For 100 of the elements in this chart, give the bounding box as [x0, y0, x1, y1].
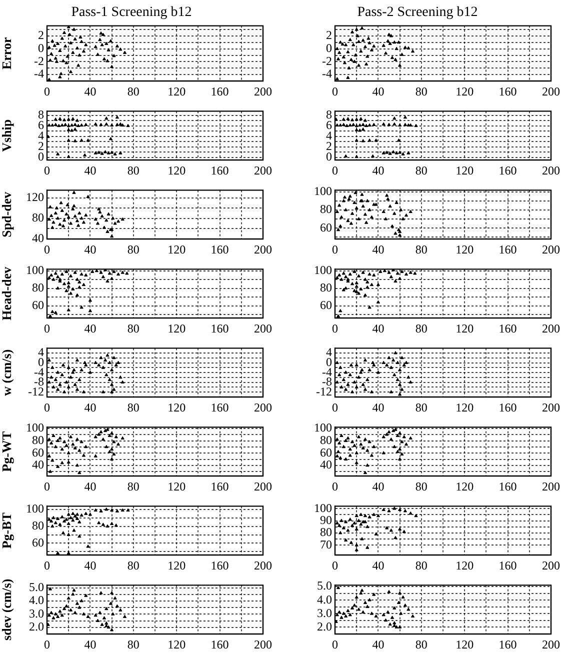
- x-tick-label: 40: [84, 400, 96, 414]
- x-tick-label: 120: [168, 163, 186, 178]
- x-tick-label: 200: [254, 321, 272, 336]
- x-tick-label: 80: [127, 637, 140, 652]
- y-tick-label: 3.0: [317, 606, 332, 620]
- y-tick-label: 5.0: [317, 578, 332, 593]
- x-tick-label: 80: [415, 321, 428, 336]
- x-tick-label: 40: [372, 479, 384, 494]
- y-tick-label: 100: [26, 502, 44, 516]
- y-tick-label: 60: [32, 445, 44, 460]
- y-tick-label: 80: [320, 432, 332, 447]
- x-tick-label: 160: [210, 84, 229, 98]
- x-tick-label: 80: [415, 242, 428, 256]
- x-tick-label: 160: [210, 558, 229, 572]
- x-tick-label: 40: [84, 479, 96, 494]
- x-tick-label: 80: [127, 163, 140, 178]
- chart-title: Pass-2 Screening b12: [357, 5, 478, 20]
- x-tick-label: 80: [127, 479, 140, 494]
- y-axis-title: Error: [0, 37, 14, 70]
- y-tick-label: 2: [326, 28, 332, 42]
- x-tick-label: 160: [498, 558, 517, 572]
- y-tick-label: 0: [38, 41, 44, 56]
- y-axis-title: Spd-dev: [0, 191, 14, 238]
- x-tick-label: 120: [168, 321, 186, 336]
- x-tick-label: 200: [254, 558, 272, 572]
- x-tick-label: 200: [542, 84, 560, 98]
- x-tick-label: 120: [168, 400, 186, 414]
- x-tick-label: 200: [542, 637, 560, 652]
- x-tick-label: 160: [210, 479, 229, 494]
- y-tick-label: 80: [32, 432, 44, 447]
- x-tick-label: 200: [254, 242, 272, 256]
- y-tick-label: 5.0: [29, 580, 44, 594]
- y-tick-label: 80: [32, 280, 44, 295]
- x-tick-label: 200: [254, 400, 272, 414]
- y-axis-title: sdev (cm/s): [0, 578, 14, 640]
- y-tick-label: 100: [314, 500, 332, 515]
- x-tick-label: 120: [456, 637, 474, 652]
- y-axis-title: Vship: [0, 119, 14, 152]
- x-tick-label: 40: [372, 321, 384, 336]
- x-tick-label: 200: [254, 84, 272, 98]
- x-tick-label: 160: [210, 400, 229, 414]
- x-tick-label: 160: [498, 84, 517, 98]
- y-tick-label: 120: [26, 190, 44, 204]
- y-tick-label: -4: [34, 66, 44, 81]
- y-axis-title: Pg-BT: [0, 512, 14, 549]
- x-tick-label: 120: [456, 84, 474, 98]
- x-tick-label: 80: [127, 400, 140, 414]
- x-tick-label: 40: [84, 321, 96, 336]
- y-tick-label: 80: [32, 210, 44, 225]
- y-axis-title: Head-dev: [0, 266, 14, 320]
- x-tick-label: 40: [372, 163, 384, 178]
- y-tick-label: 60: [32, 535, 44, 550]
- x-tick-label: 40: [372, 558, 384, 572]
- x-tick-label: 120: [456, 558, 474, 572]
- x-tick-label: 120: [168, 242, 186, 256]
- y-tick-label: 3.0: [29, 606, 44, 620]
- y-tick-label: 0: [326, 41, 332, 56]
- y-tick-label: 40: [320, 458, 332, 472]
- x-tick-label: 120: [456, 321, 474, 336]
- y-tick-label: 40: [32, 458, 44, 472]
- y-tick-label: 80: [320, 202, 332, 216]
- x-tick-label: 40: [372, 242, 384, 256]
- x-tick-label: 120: [168, 479, 186, 494]
- y-tick-label: 80: [32, 518, 44, 533]
- y-tick-label: -2: [34, 54, 44, 68]
- y-tick-label: 90: [320, 512, 332, 527]
- x-tick-label: 200: [542, 242, 560, 256]
- x-tick-label: 120: [456, 400, 474, 414]
- y-tick-label: -4: [322, 66, 332, 81]
- x-tick-label: 120: [168, 84, 186, 98]
- x-tick-label: 160: [498, 479, 517, 494]
- x-tick-label: 40: [372, 637, 384, 652]
- x-tick-label: 80: [415, 558, 428, 572]
- y-tick-label: 2.0: [317, 619, 332, 634]
- x-tick-label: 200: [254, 637, 272, 652]
- x-tick-label: 80: [127, 84, 140, 98]
- y-tick-label: 100: [314, 184, 332, 198]
- x-tick-label: 80: [415, 163, 428, 178]
- x-tick-label: 40: [84, 242, 96, 256]
- x-tick-label: 160: [210, 637, 229, 652]
- x-tick-label: 160: [498, 163, 517, 178]
- y-tick-label: 80: [320, 525, 332, 540]
- x-tick-label: 160: [498, 637, 517, 652]
- x-tick-label: 120: [168, 558, 186, 572]
- x-tick-label: 120: [456, 242, 474, 256]
- x-tick-label: 40: [84, 163, 96, 178]
- x-tick-label: 200: [542, 163, 560, 178]
- x-tick-label: 200: [542, 558, 560, 572]
- x-tick-label: 120: [456, 163, 474, 178]
- y-tick-label: 40: [32, 231, 44, 246]
- chart-title: Pass-1 Screening b12: [71, 5, 192, 20]
- y-tick-label: 4.0: [317, 592, 332, 606]
- y-tick-label: 70: [320, 537, 332, 552]
- x-tick-label: 160: [210, 321, 229, 336]
- x-tick-label: 80: [415, 479, 428, 494]
- y-tick-label: -2: [322, 54, 332, 68]
- y-tick-label: 100: [26, 420, 44, 435]
- y-tick-label: 100: [314, 263, 332, 278]
- x-tick-label: 40: [372, 400, 384, 414]
- x-tick-label: 200: [542, 321, 560, 336]
